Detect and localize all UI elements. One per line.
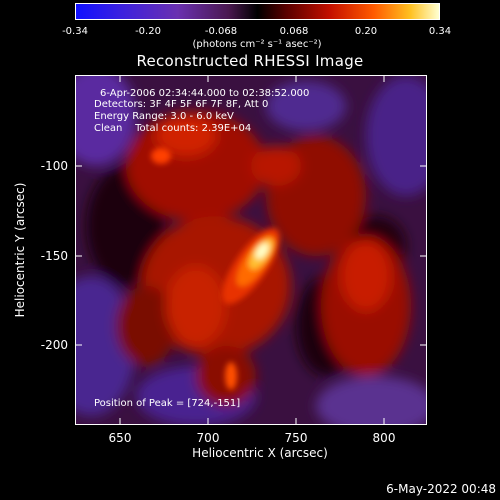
x-tick-label: 700 (196, 431, 220, 445)
colorbar-tick-label: 0.20 (354, 26, 378, 37)
info-detectors: Detectors: 3F 4F 5F 6F 7F 8F, Att 0 (94, 99, 269, 110)
colorbar-tick-label: -0.20 (135, 26, 161, 37)
colorbar-tick-label: 0.068 (279, 26, 309, 37)
colorbar-unit-label: (photons cm⁻² s⁻¹ asec⁻²) (192, 39, 322, 50)
y-tick-label: -150 (40, 249, 68, 263)
x-tick-label: 800 (372, 431, 396, 445)
colorbar-tick-label: 0.34 (428, 26, 452, 37)
x-axis-title: Heliocentric X (arcsec) (192, 446, 328, 460)
info-clean-counts: Clean Total counts: 2.39E+04 (94, 123, 252, 134)
y-tick-label: -200 (40, 338, 68, 352)
colorbar-tick-label: -0.068 (204, 26, 238, 37)
rhessi-image-map (76, 76, 426, 424)
peak-position: Position of Peak = [724,-151] (94, 398, 241, 409)
info-time-range: 6-Apr-2006 02:34:44.000 to 02:38:52.000 (100, 88, 310, 99)
colorbar (75, 3, 440, 20)
x-tick-label: 650 (108, 431, 132, 445)
x-tick-label: 750 (284, 431, 308, 445)
colorbar-tick-label: -0.34 (62, 26, 88, 37)
plot-frame (75, 75, 427, 425)
plot-title: Reconstructed RHESSI Image (136, 52, 364, 70)
footer-datestamp: 6-May-2022 00:48 (386, 482, 496, 496)
y-tick-label: -100 (40, 159, 68, 173)
y-axis-title: Heliocentric Y (arcsec) (13, 182, 27, 318)
info-energy-range: Energy Range: 3.0 - 6.0 keV (94, 111, 234, 122)
